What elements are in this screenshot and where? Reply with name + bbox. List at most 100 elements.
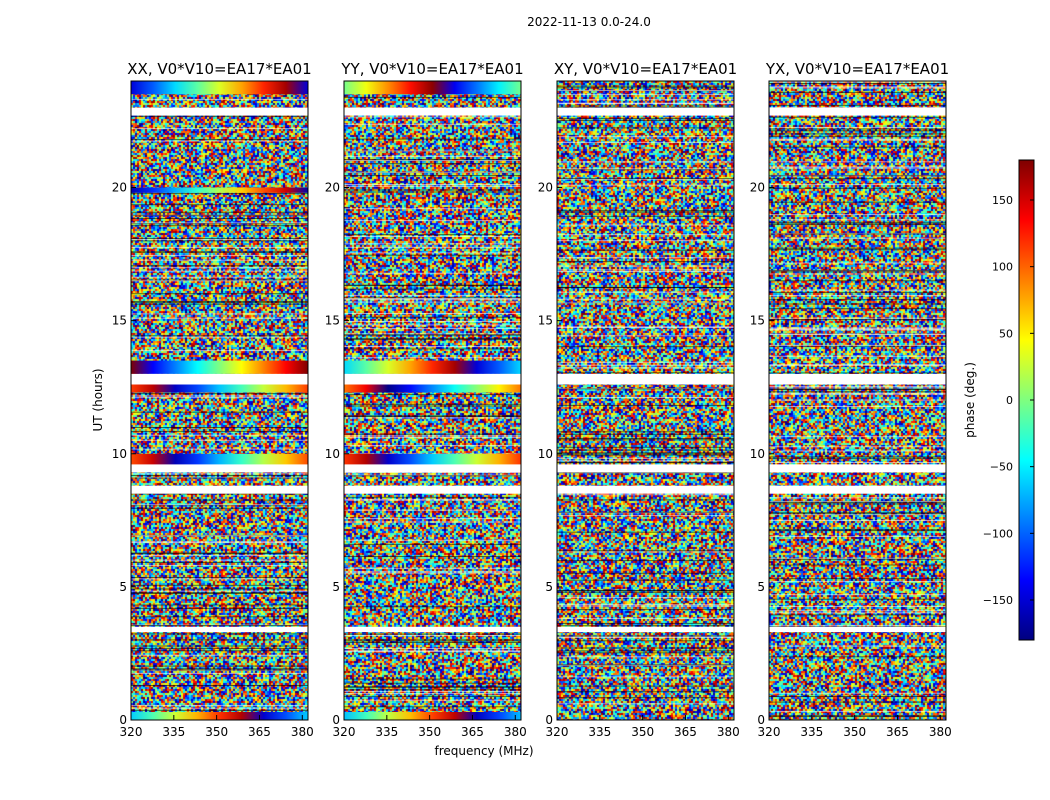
scan-line [131, 475, 308, 476]
scan-line [344, 328, 521, 330]
scan-line [344, 191, 521, 193]
scan-line [131, 218, 308, 219]
scan-line [344, 123, 521, 125]
y-tick-label: 20 [750, 181, 765, 195]
scan-line [769, 512, 946, 514]
scan-line [557, 453, 734, 455]
scan-line [769, 372, 946, 374]
colorbar-tick-label: 0 [1006, 394, 1013, 407]
scan-line [557, 117, 734, 119]
scan-line [344, 415, 521, 417]
x-tick-label: 335 [800, 725, 823, 739]
x-tick-label: 380 [504, 725, 527, 739]
scan-line [131, 616, 308, 618]
scan-line [131, 499, 308, 501]
scan-line [769, 520, 946, 521]
scan-line [769, 436, 946, 438]
scan-line [344, 150, 521, 152]
colorbar-tick-label: −50 [990, 461, 1013, 474]
scan-line [557, 460, 734, 462]
scan-line [769, 128, 946, 130]
scan-line [557, 462, 734, 464]
scan-line [131, 553, 308, 555]
scan-line [344, 539, 521, 541]
axes-frame [343, 80, 522, 721]
y-tick-label: 20 [538, 181, 553, 195]
scan-line [131, 303, 308, 305]
scan-line [557, 265, 734, 267]
x-tick-label: 350 [631, 725, 654, 739]
axes-frame [556, 80, 735, 721]
scan-line [131, 193, 308, 195]
scan-line [131, 115, 308, 117]
scan-line [131, 240, 308, 242]
scan-line [769, 292, 946, 294]
scan-line [131, 265, 308, 267]
scan-line [131, 577, 308, 579]
scan-line [131, 448, 308, 450]
scan-line [769, 696, 946, 697]
scan-line [344, 682, 521, 684]
scan-line [557, 605, 734, 607]
scan-line [131, 709, 308, 711]
scan-line [557, 452, 734, 454]
flagged-band [557, 464, 734, 473]
scan-line [557, 388, 734, 390]
scan-line [769, 328, 946, 330]
scan-line [557, 90, 734, 91]
scan-line [344, 348, 521, 350]
scan-line [344, 357, 521, 359]
scan-line [344, 509, 521, 511]
scan-line [557, 364, 734, 366]
coherent-phase-band [344, 360, 521, 374]
scan-line [344, 686, 521, 688]
scan-line [557, 169, 734, 171]
scan-line [557, 550, 734, 552]
scan-line [769, 385, 946, 387]
x-axis-label: frequency (MHz) [434, 744, 533, 758]
scan-line [769, 344, 946, 346]
scan-line [131, 625, 308, 626]
scan-line [557, 637, 734, 638]
scan-line [557, 650, 734, 652]
x-tick-label: 350 [205, 725, 228, 739]
scan-line [557, 622, 734, 624]
scan-line [557, 361, 734, 363]
scan-line [344, 160, 521, 161]
scan-line [557, 404, 734, 406]
heatmap-phase-noise [344, 81, 521, 720]
x-tick-label: 380 [929, 725, 952, 739]
scan-line [131, 214, 308, 216]
scan-line [557, 472, 734, 474]
scan-line [769, 364, 946, 366]
y-tick-label: 10 [325, 447, 340, 461]
scan-line [131, 222, 308, 224]
x-tick-label: 365 [674, 725, 697, 739]
scan-line [131, 645, 308, 647]
scan-line [131, 584, 308, 586]
scan-line [131, 593, 308, 594]
scan-line [557, 551, 734, 553]
colorbar-tick-label: −100 [983, 527, 1013, 540]
scan-line [769, 364, 946, 366]
scan-line [344, 472, 521, 474]
scan-line [344, 651, 521, 653]
scan-line [344, 496, 521, 498]
scan-line [344, 445, 521, 447]
suptitle: 2022-11-13 0.0-24.0 [527, 15, 651, 29]
heatmap-phase-noise [557, 81, 734, 720]
scan-line [344, 689, 521, 691]
scan-line [344, 298, 521, 299]
scan-line [131, 590, 308, 592]
scan-line [131, 554, 308, 556]
scan-line [131, 267, 308, 269]
scan-line [557, 397, 734, 398]
scan-line [769, 247, 946, 249]
scan-line [769, 355, 946, 357]
scan-line [131, 552, 308, 554]
scan-line [557, 269, 734, 271]
scan-line [557, 457, 734, 459]
scan-line [769, 214, 946, 216]
scan-line [769, 270, 946, 271]
scan-line [769, 329, 946, 331]
